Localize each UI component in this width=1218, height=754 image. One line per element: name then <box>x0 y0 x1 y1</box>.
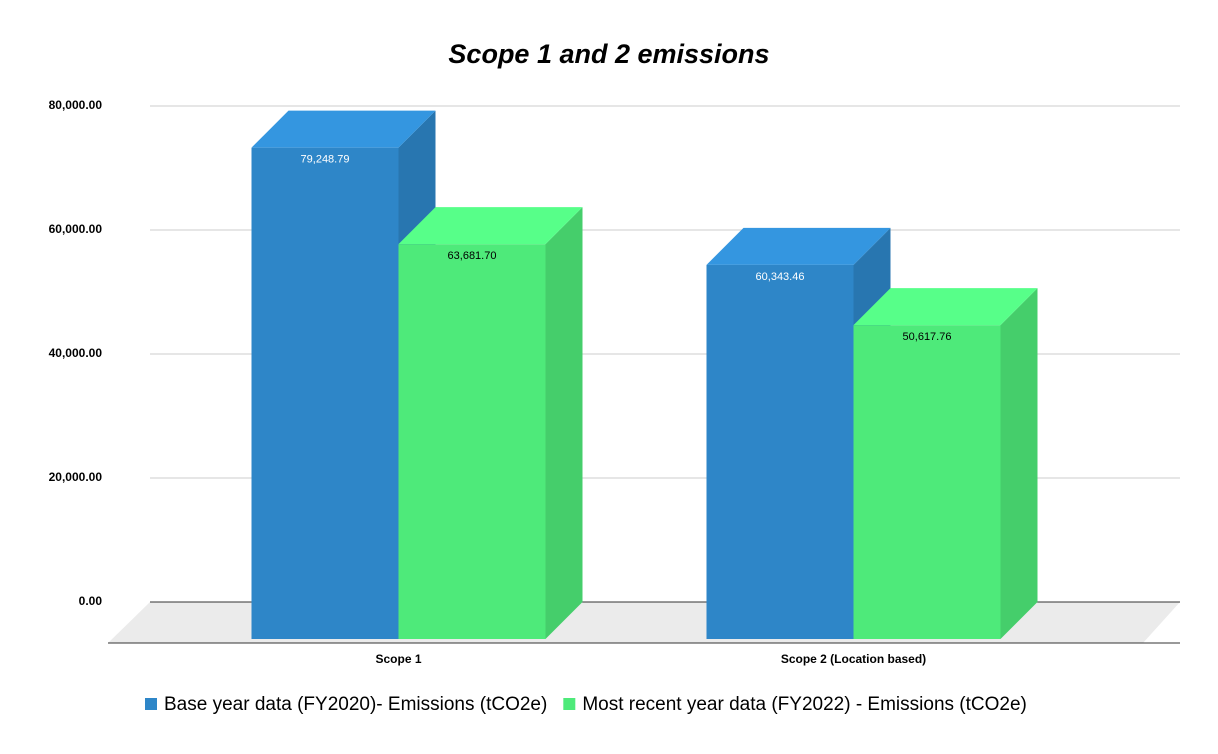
chart-title: Scope 1 and 2 emissions <box>448 39 769 69</box>
bar <box>706 264 854 639</box>
y-tick-label: 80,000.00 <box>49 98 103 112</box>
legend-label: Most recent year data (FY2022) - Emissio… <box>582 694 1027 715</box>
y-tick-label: 20,000.00 <box>49 470 103 484</box>
bar-top <box>398 207 583 245</box>
value-label: 60,343.46 <box>756 271 805 283</box>
bar <box>251 147 399 639</box>
x-tick-label: Scope 1 <box>375 652 421 666</box>
bar-top <box>853 288 1038 326</box>
y-tick-label: 40,000.00 <box>49 346 103 360</box>
bar <box>398 244 546 639</box>
value-label: 50,617.76 <box>903 331 952 343</box>
value-label: 63,681.70 <box>448 250 497 262</box>
value-label: 79,248.79 <box>301 154 350 166</box>
x-tick-label: Scope 2 (Location based) <box>781 652 926 666</box>
y-tick-label: 0.00 <box>79 594 103 608</box>
bar-top <box>251 110 436 148</box>
bar-side <box>1000 288 1038 639</box>
legend-swatch <box>145 698 157 710</box>
bar <box>853 325 1001 639</box>
legend-label: Base year data (FY2020)- Emissions (tCO2… <box>164 694 547 715</box>
bar-top <box>706 227 891 265</box>
y-tick-label: 60,000.00 <box>49 222 103 236</box>
legend-swatch <box>563 698 576 710</box>
bar-side <box>545 207 583 639</box>
